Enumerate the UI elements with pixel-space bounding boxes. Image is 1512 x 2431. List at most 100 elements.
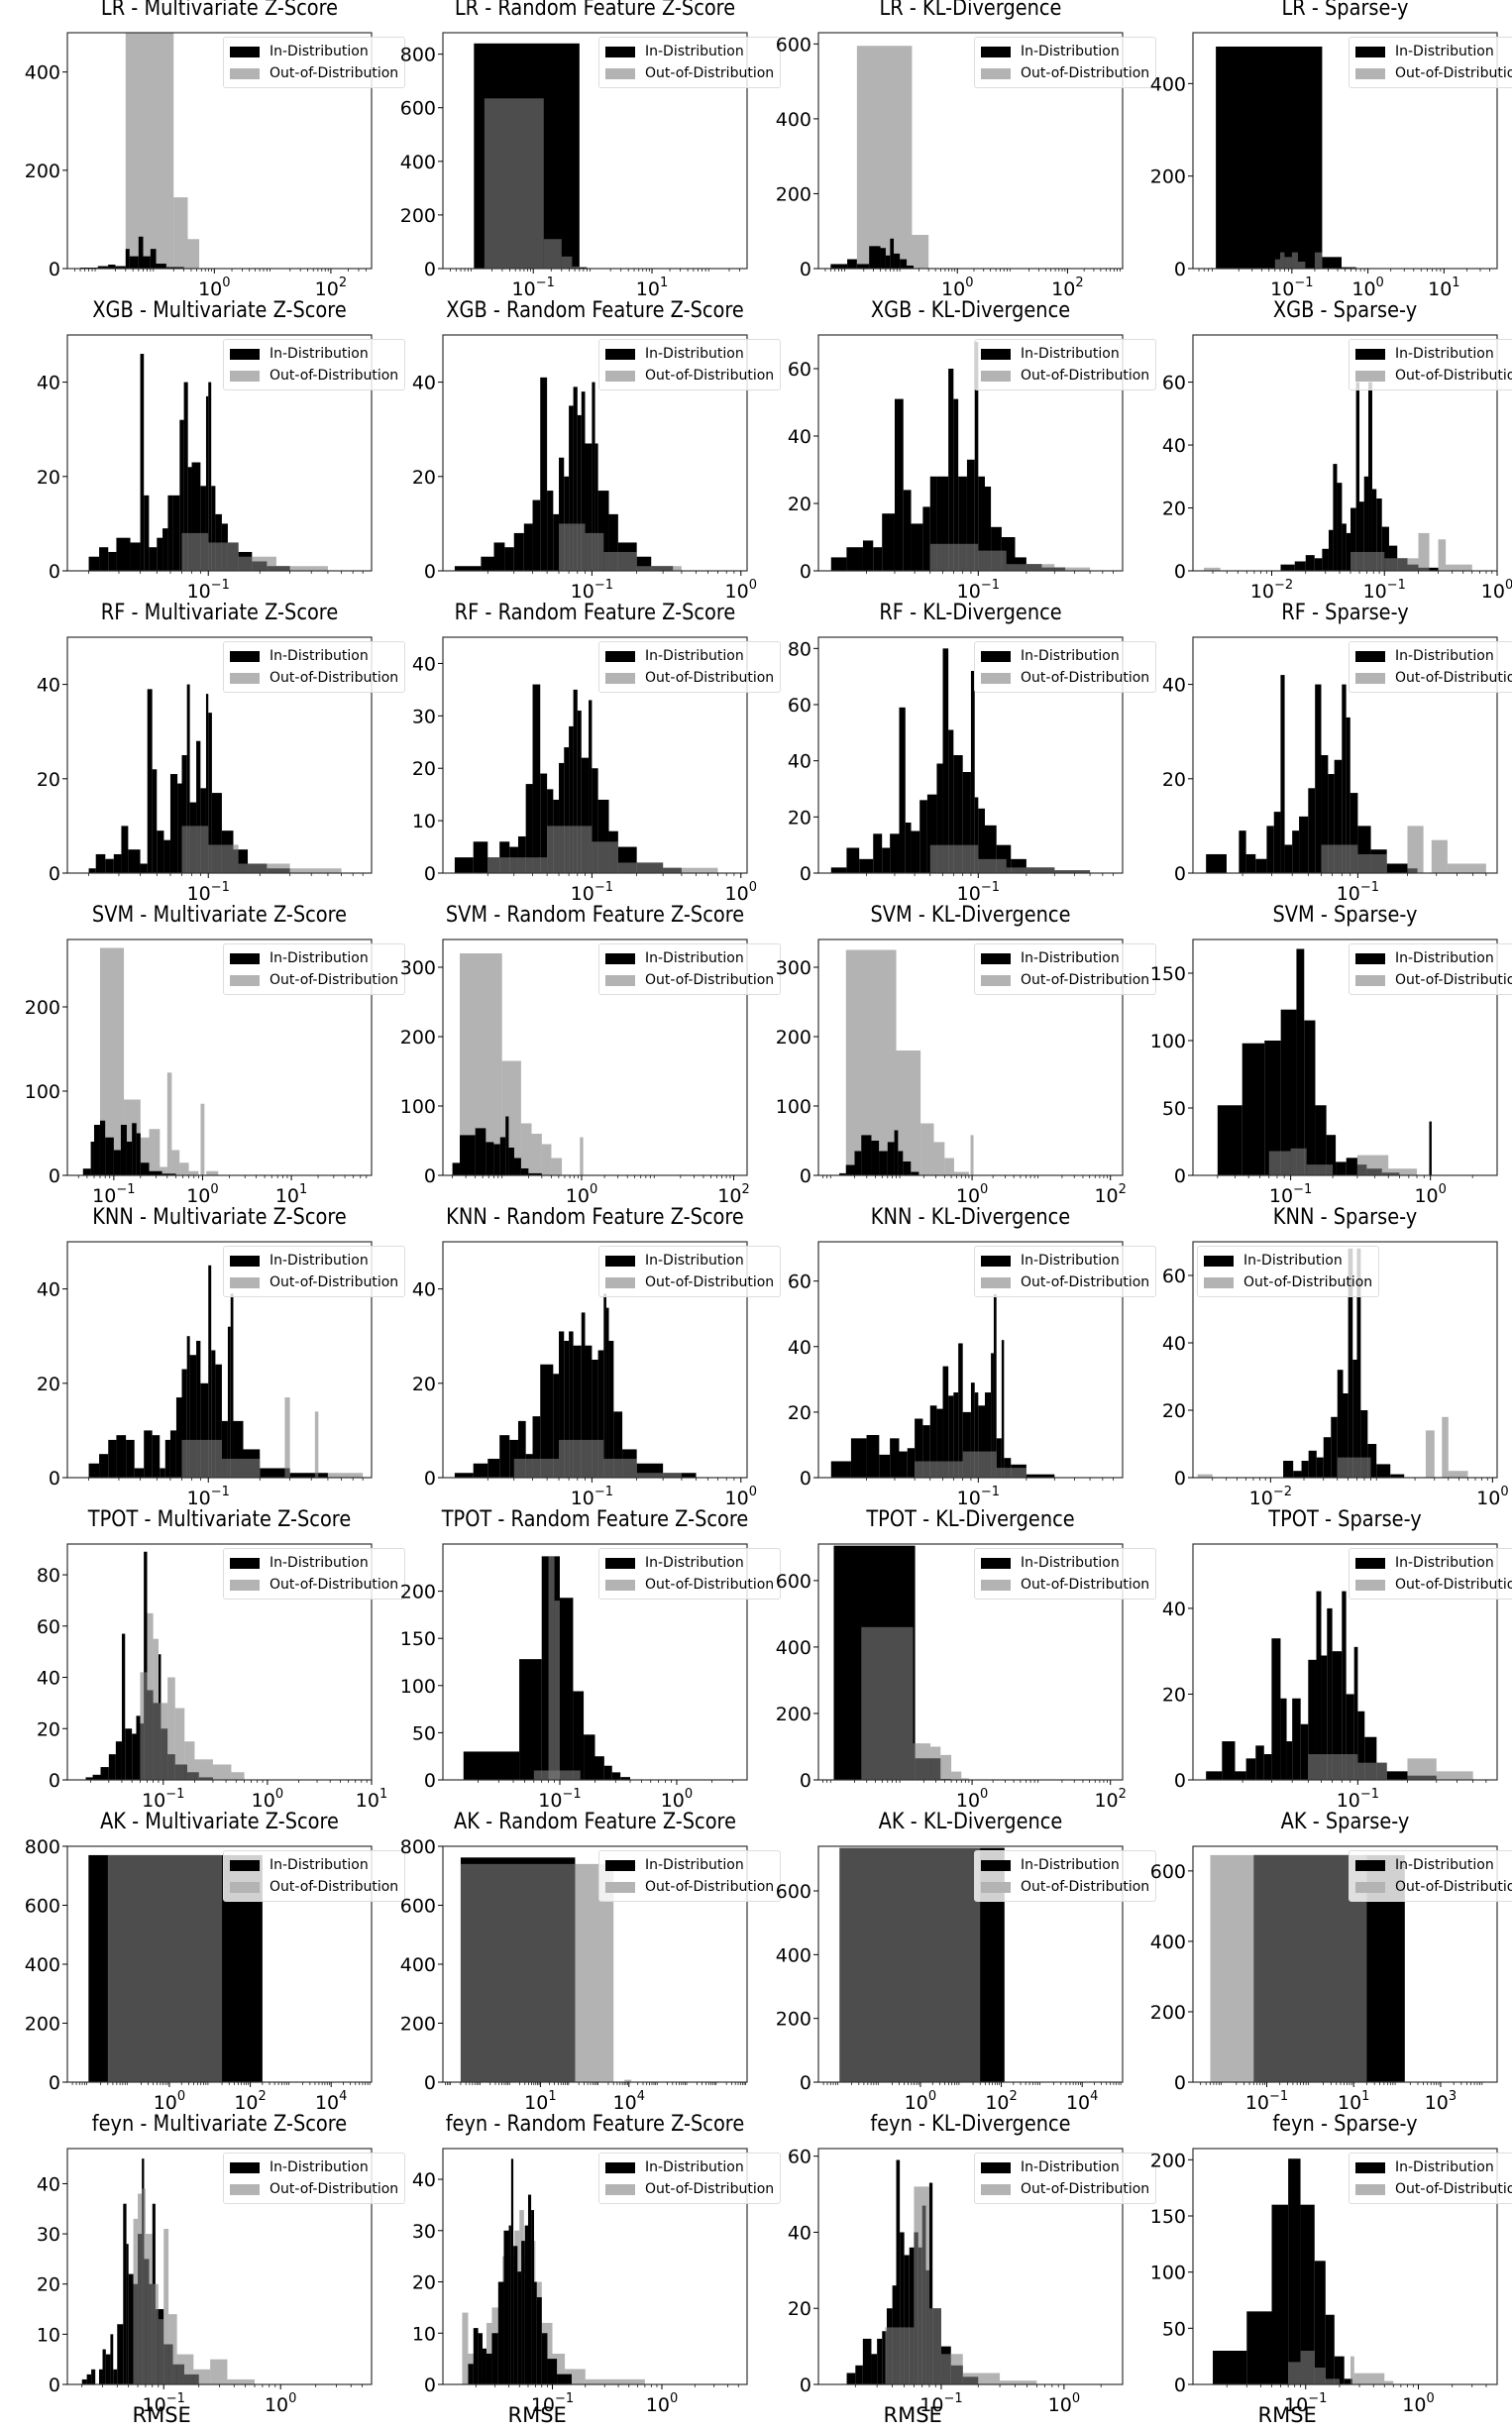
in-distribution-bar [911, 523, 923, 571]
ood-bar [1356, 1155, 1389, 1175]
y-tick-label: 0 [49, 2072, 60, 2094]
in-distribution-bar [486, 1142, 494, 1175]
in-distribution-bar [88, 868, 96, 873]
in-distribution-bar [1255, 858, 1267, 873]
in-distribution-bar [509, 1439, 518, 1478]
ood-bar [238, 863, 290, 873]
in-distribution-bar [473, 2328, 479, 2384]
x-tick-label: 101 [275, 1182, 307, 1207]
in-distribution-bar [936, 476, 949, 571]
in-distribution-bar [1292, 1698, 1301, 1780]
ood-bar [487, 857, 548, 873]
in-distribution-bar [527, 2194, 532, 2384]
in-distribution-bar [92, 1774, 101, 1780]
in-distribution-bar [847, 259, 857, 269]
y-tick-label: 40 [788, 426, 811, 448]
y-tick-label: 20 [412, 2272, 436, 2294]
in-distribution-bar [1316, 1457, 1324, 1478]
legend: In-Distribution Out-of-Distribution [1349, 641, 1512, 693]
in-distribution-bar [160, 1468, 165, 1478]
ood-swatch-icon [1204, 1276, 1234, 1288]
legend-label: In-Distribution [270, 648, 369, 664]
legend-entry: Out-of-Distribution [1355, 1876, 1512, 1898]
in-distribution-bar [116, 1435, 127, 1478]
plot-area: 0 20 40 60 10−1 [788, 334, 1124, 603]
in-distribution-bar [521, 2241, 525, 2384]
in-distribution-bar [157, 830, 164, 873]
in-distribution-bar [113, 1150, 121, 1175]
in-distribution-swatch-icon [981, 1859, 1011, 1871]
in-distribution-swatch-icon [1355, 952, 1385, 964]
legend-label: In-Distribution [645, 2159, 744, 2175]
legend-label: In-Distribution [1021, 346, 1120, 362]
y-tick-label: 200 [400, 1582, 436, 1603]
in-distribution-bar [205, 395, 209, 571]
in-distribution-bar [603, 1765, 612, 1780]
in-distribution-bar [1333, 464, 1338, 571]
y-tick-label: 0 [424, 863, 436, 885]
x-tick-label: 10−2 [1249, 1485, 1292, 1509]
in-distribution-bar [513, 532, 524, 571]
in-distribution-bar [899, 1451, 908, 1478]
in-distribution-bar [1350, 793, 1358, 873]
y-tick-label: 80 [788, 638, 811, 660]
in-distribution-bar [553, 513, 560, 571]
plot-area: 0 100 200 300 100 102 [400, 939, 750, 1207]
in-distribution-bar [110, 2334, 114, 2384]
y-tick-label: 400 [25, 1954, 60, 1976]
plot-area: 0 200 400 600 800 10−1 101 [400, 32, 748, 300]
in-distribution-bar [156, 264, 166, 269]
ood-bar [181, 532, 209, 571]
y-tick-label: 40 [37, 1279, 60, 1301]
ood-bar [484, 98, 544, 269]
in-distribution-bar [942, 1366, 949, 1478]
in-distribution-bar [594, 1756, 604, 1780]
in-distribution-bar [936, 763, 943, 873]
panel-title: SVM - Random Feature Z-Score [445, 903, 745, 928]
ood-bar [885, 2327, 915, 2384]
in-distribution-bar [1288, 2158, 1301, 2384]
in-distribution-bar [577, 711, 582, 873]
y-tick-label: 150 [1150, 2206, 1186, 2228]
legend-label: Out-of-Distribution [270, 972, 399, 988]
panel-title: XGB - Multivariate Z-Score [92, 298, 347, 323]
ood-bar [603, 551, 637, 571]
y-tick-label: 600 [25, 1896, 60, 1918]
legend: In-Distribution Out-of-Distribution [1349, 943, 1512, 995]
legend: In-Distribution Out-of-Distribution [598, 1548, 782, 1600]
plot-area: 0 100 200 300 100 102 [776, 939, 1127, 1207]
y-tick-label: 20 [412, 758, 436, 780]
ood-bar [554, 1601, 560, 1780]
in-distribution-bar [953, 755, 963, 873]
in-distribution-swatch-icon [981, 348, 1011, 360]
x-tick-label: 102 [234, 2089, 266, 2114]
y-tick-label: 200 [400, 205, 436, 227]
y-tick-label: 40 [412, 653, 436, 675]
y-tick-label: 200 [25, 161, 60, 182]
in-distribution-bar [460, 1135, 476, 1175]
in-distribution-bar [611, 1772, 621, 1780]
ood-bar [140, 1137, 150, 1175]
legend: In-Distribution Out-of-Distribution [223, 1548, 406, 1600]
in-distribution-bar [121, 826, 129, 873]
in-distribution-swatch-icon [605, 2161, 635, 2173]
histogram-panel: XGB - Multivariate Z-Score0204010−1Frequ… [0, 298, 406, 605]
ood-bar [970, 1135, 974, 1175]
in-distribution-bar [517, 2271, 522, 2384]
in-distribution-bar [1280, 1009, 1297, 1175]
legend-entry: In-Distribution [981, 1250, 1149, 1271]
y-tick-label: 40 [37, 675, 60, 697]
ood-bar [160, 1166, 167, 1175]
legend-entry: Out-of-Distribution [605, 365, 774, 387]
histogram-panel: LR - Sparse-y 0 200 400 10−1 100 101 In-Distrib… [1126, 0, 1512, 302]
plot-area: 0 50 100 150 10−1 100 [1150, 939, 1498, 1207]
histogram-panel: AK - KL-Divergence 0 200 400 600 100 102 104 In-… [751, 1810, 1157, 2116]
ood-bar [1431, 839, 1448, 873]
in-distribution-bar [900, 259, 908, 269]
ood-bar [176, 2354, 194, 2384]
in-distribution-bar [102, 2349, 106, 2384]
y-tick-label: 60 [788, 1271, 811, 1293]
legend: In-Distribution Out-of-Distribution [974, 1850, 1157, 1902]
in-distribution-bar [105, 858, 114, 873]
ood-swatch-icon [230, 370, 260, 382]
